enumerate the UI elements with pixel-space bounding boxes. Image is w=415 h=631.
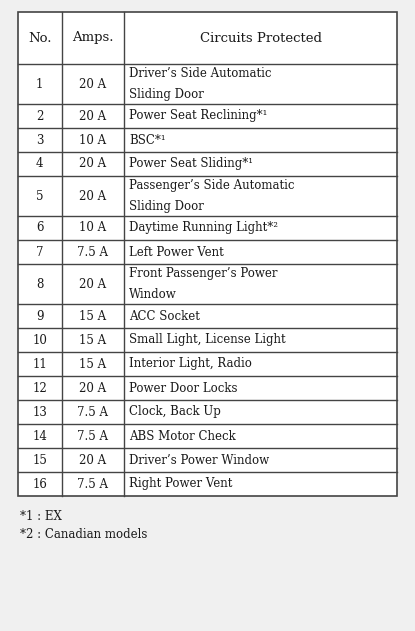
Text: 9: 9 — [36, 309, 44, 322]
Text: 7: 7 — [36, 245, 44, 259]
Text: BSC*¹: BSC*¹ — [129, 134, 166, 146]
Text: Clock, Back Up: Clock, Back Up — [129, 406, 221, 418]
Text: 15 A: 15 A — [79, 309, 106, 322]
Text: Sliding Door: Sliding Door — [129, 200, 204, 213]
Text: 20 A: 20 A — [79, 278, 106, 290]
Text: 13: 13 — [32, 406, 47, 418]
Text: 20 A: 20 A — [79, 189, 106, 203]
Text: Driver’s Power Window: Driver’s Power Window — [129, 454, 269, 466]
Text: 15 A: 15 A — [79, 358, 106, 370]
Text: 5: 5 — [36, 189, 44, 203]
Text: 7.5 A: 7.5 A — [77, 245, 108, 259]
Text: 12: 12 — [32, 382, 47, 394]
Text: 15: 15 — [32, 454, 47, 466]
Text: Front Passenger’s Power: Front Passenger’s Power — [129, 267, 278, 280]
Text: 8: 8 — [36, 278, 44, 290]
Text: *1 : EX: *1 : EX — [20, 510, 62, 523]
Text: Interior Light, Radio: Interior Light, Radio — [129, 358, 252, 370]
Text: 14: 14 — [32, 430, 47, 442]
Text: No.: No. — [28, 32, 51, 45]
Text: 20 A: 20 A — [79, 454, 106, 466]
Text: ABS Motor Check: ABS Motor Check — [129, 430, 236, 442]
Text: ACC Socket: ACC Socket — [129, 309, 200, 322]
Text: Passenger’s Side Automatic: Passenger’s Side Automatic — [129, 179, 295, 192]
Text: 10 A: 10 A — [79, 134, 106, 146]
Text: Driver’s Side Automatic: Driver’s Side Automatic — [129, 67, 272, 80]
Text: 20 A: 20 A — [79, 158, 106, 170]
Text: Circuits Protected: Circuits Protected — [200, 32, 322, 45]
Text: 10 A: 10 A — [79, 221, 106, 235]
Text: 20 A: 20 A — [79, 110, 106, 122]
Text: 15 A: 15 A — [79, 334, 106, 346]
Text: *2 : Canadian models: *2 : Canadian models — [20, 528, 147, 541]
Text: Amps.: Amps. — [72, 32, 114, 45]
Text: 20 A: 20 A — [79, 382, 106, 394]
Text: Power Door Locks: Power Door Locks — [129, 382, 238, 394]
Text: Window: Window — [129, 288, 177, 301]
Text: 3: 3 — [36, 134, 44, 146]
Text: 7.5 A: 7.5 A — [77, 478, 108, 490]
Text: Left Power Vent: Left Power Vent — [129, 245, 224, 259]
Text: 2: 2 — [36, 110, 44, 122]
Text: Right Power Vent: Right Power Vent — [129, 478, 232, 490]
Text: 10: 10 — [32, 334, 47, 346]
Text: 11: 11 — [32, 358, 47, 370]
Text: 6: 6 — [36, 221, 44, 235]
Text: 16: 16 — [32, 478, 47, 490]
Text: 7.5 A: 7.5 A — [77, 430, 108, 442]
Text: Power Seat Sliding*¹: Power Seat Sliding*¹ — [129, 158, 253, 170]
Text: Sliding Door: Sliding Door — [129, 88, 204, 102]
Text: 20 A: 20 A — [79, 78, 106, 90]
Text: Daytime Running Light*²: Daytime Running Light*² — [129, 221, 278, 235]
Text: Power Seat Reclining*¹: Power Seat Reclining*¹ — [129, 110, 268, 122]
Text: 7.5 A: 7.5 A — [77, 406, 108, 418]
Text: 4: 4 — [36, 158, 44, 170]
Text: 1: 1 — [36, 78, 44, 90]
Text: Small Light, License Light: Small Light, License Light — [129, 334, 286, 346]
